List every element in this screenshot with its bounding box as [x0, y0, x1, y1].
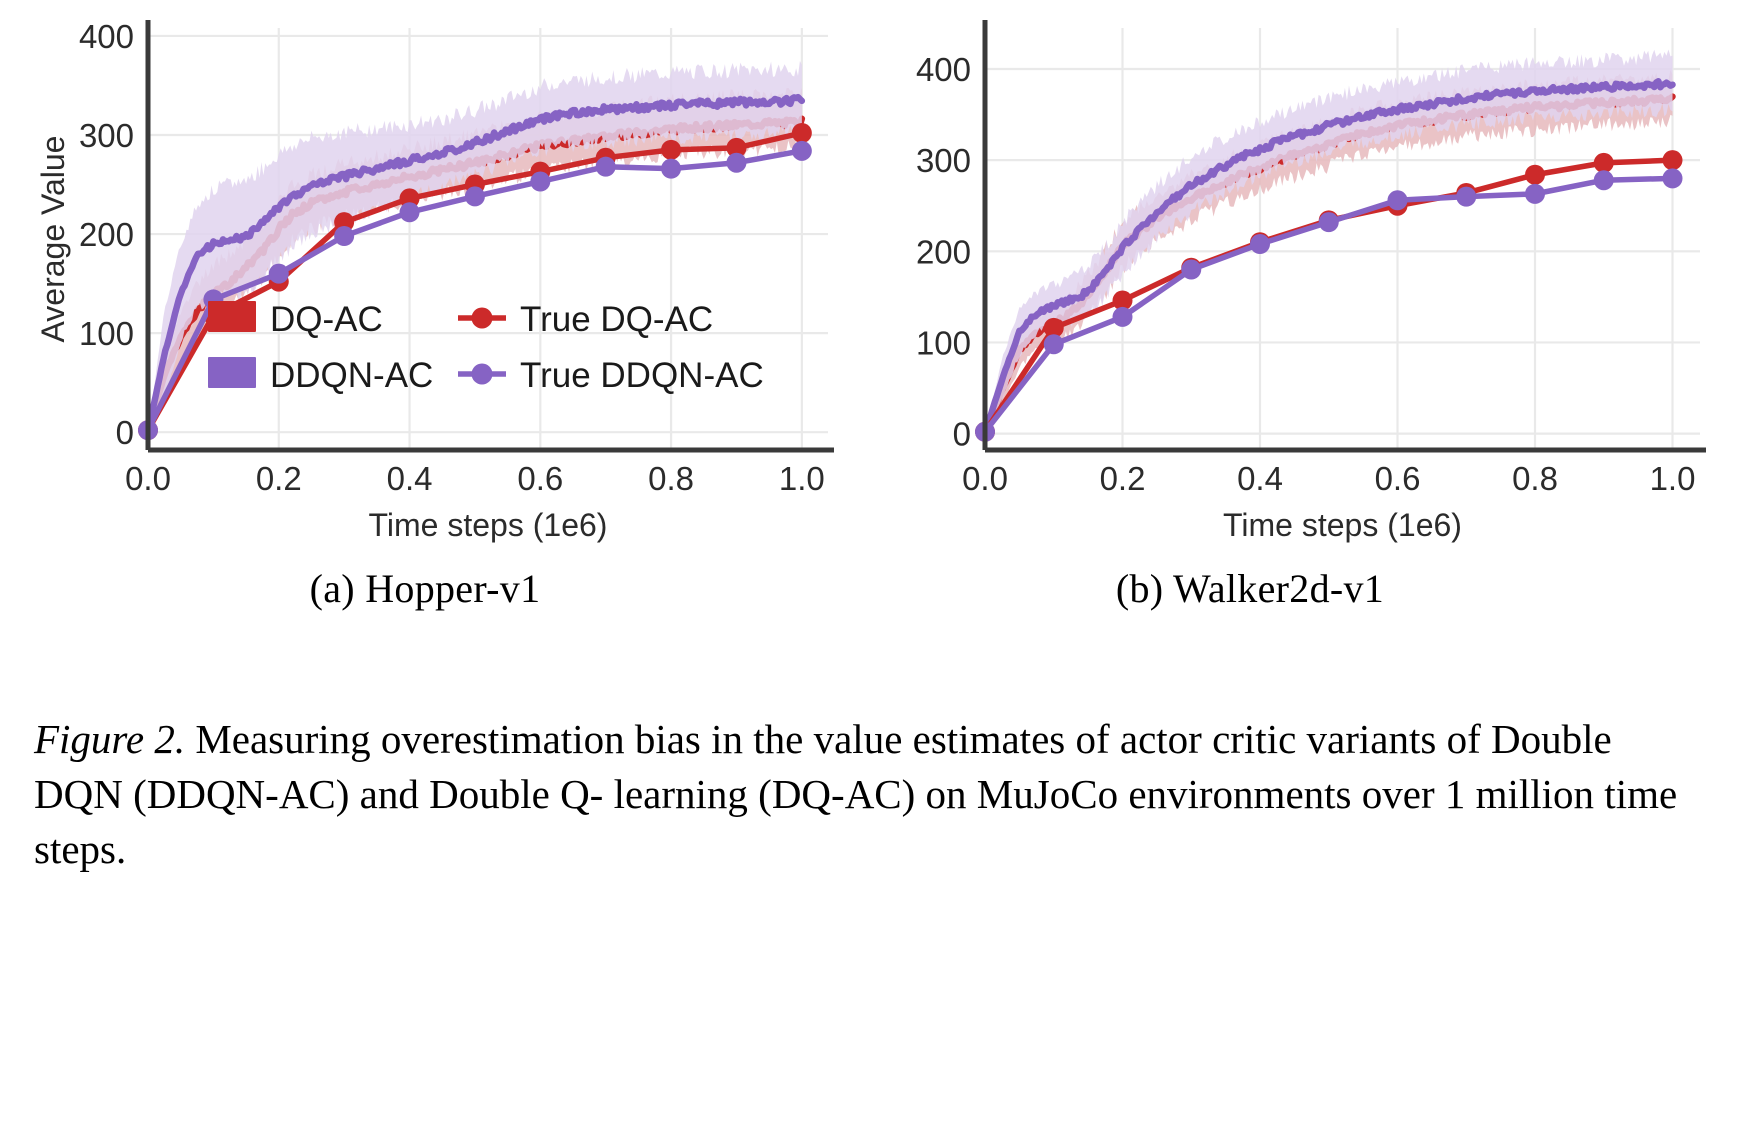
figure-caption-line-3: learning (DQ-AC) on MuJoCo environments … [613, 771, 1678, 817]
x-tick-label: 0.8 [648, 460, 694, 497]
legend: DQ-AC DDQN-AC True DQ-AC True DDQN-AC [208, 300, 764, 395]
x-tick-label: 0.0 [962, 460, 1008, 497]
figure-caption-line-4: steps. [34, 826, 127, 872]
y-axis-title: Average Value [35, 136, 71, 343]
x-tick-label: 0.2 [256, 460, 302, 497]
y-tick-label: 200 [916, 233, 971, 270]
x-tick-label: 0.8 [1512, 460, 1558, 497]
y-tick-label: 300 [79, 117, 134, 154]
legend-item[interactable]: DQ-AC [208, 300, 383, 339]
panels-container: 0.0 0.2 0.4 0.6 0.8 1.0 0 100 200 300 400 Time step… [20, 0, 1730, 660]
figure-caption-line-1: Measuring overestimation bias in the val… [185, 716, 1110, 762]
legend-label: DQ-AC [270, 300, 383, 339]
y-tick-label: 200 [79, 216, 134, 253]
x-axis-title: Time steps (1e6) [1223, 507, 1462, 543]
x-axis-title: Time steps (1e6) [369, 507, 608, 543]
legend-item[interactable]: DDQN-AC [208, 356, 433, 395]
chart-hopper-v1: 0.0 0.2 0.4 0.6 0.8 1.0 0 100 200 300 400 Time step… [35, 18, 834, 543]
x-tick-label: 0.4 [1237, 460, 1283, 497]
y-tick-label: 0 [953, 416, 971, 453]
y-tick-label: 400 [916, 51, 971, 88]
x-tick-label: 0.2 [1100, 460, 1146, 497]
x-tick-label: 0.4 [387, 460, 433, 497]
x-tick-label: 1.0 [779, 460, 825, 497]
panel-hopper-v1: 0.0 0.2 0.4 0.6 0.8 1.0 0 100 200 300 400 Time step… [20, 0, 850, 660]
legend-label: True DDQN-AC [520, 356, 764, 395]
x-tick-label: 0.6 [1375, 460, 1421, 497]
figure-caption: Figure 2. Measuring overestimation bias … [34, 712, 1694, 877]
x-tick-label: 1.0 [1650, 460, 1696, 497]
legend-item[interactable]: True DQ-AC [458, 300, 713, 339]
panel-b-caption: (b) Walker2d-v1 [1115, 566, 1385, 611]
figure-caption-line-2: actor critic variants of Double DQN (DDQ… [34, 716, 1612, 817]
panel-walker2d-v1: 0.0 0.2 0.4 0.6 0.8 1.0 0 100 200 300 400 Time step… [830, 0, 1730, 660]
x-tick-label: 0.6 [517, 460, 563, 497]
y-tick-label: 0 [116, 414, 134, 451]
y-tick-label: 100 [916, 324, 971, 361]
legend-label: DDQN-AC [270, 356, 433, 395]
x-tick-label: 0.0 [125, 460, 171, 497]
legend-label: True DQ-AC [520, 300, 713, 339]
legend-item[interactable]: True DDQN-AC [458, 356, 764, 395]
panel-a-caption: (a) Hopper-v1 [309, 566, 541, 611]
y-tick-label: 400 [79, 18, 134, 55]
figure-caption-label: Figure 2. [34, 716, 186, 762]
chart-walker2d-v1: 0.0 0.2 0.4 0.6 0.8 1.0 0 100 200 300 400 Time step… [916, 20, 1706, 543]
y-tick-label: 100 [79, 315, 134, 352]
y-tick-label: 300 [916, 142, 971, 179]
